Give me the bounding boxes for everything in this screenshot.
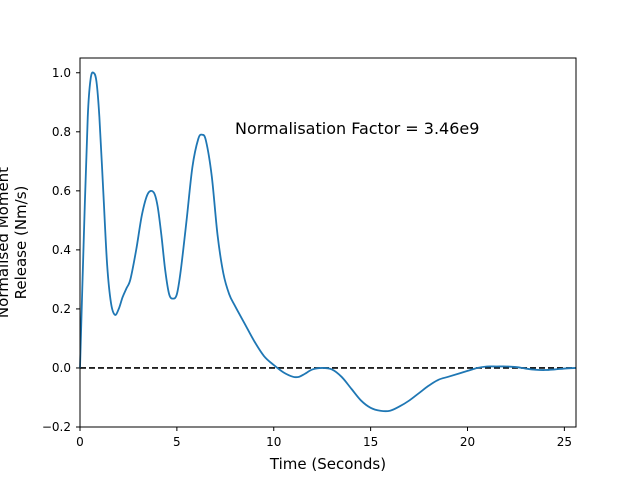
y-tick-label: 0.2 [52, 302, 71, 316]
x-axis-ticks: 0 5 10 15 20 25 [76, 427, 572, 449]
x-tick-label: 20 [460, 435, 475, 449]
x-axis-title: Time (Seconds) [269, 455, 386, 473]
y-axis-title-line-1: Normalised Moment [0, 167, 12, 318]
y-tick-label: 0.6 [52, 184, 71, 198]
x-tick-label: 25 [557, 435, 572, 449]
x-tick-label: 5 [173, 435, 181, 449]
series-line [79, 71, 577, 413]
y-tick-label: 0.0 [52, 361, 71, 375]
y-tick-label: 0.4 [52, 243, 71, 257]
y-tick-label: −0.2 [42, 420, 71, 434]
y-axis-ticks: −0.2 0.0 0.2 0.4 0.6 0.8 1.0 [42, 66, 80, 434]
y-tick-label: 0.8 [52, 125, 71, 139]
x-tick-label: 15 [363, 435, 378, 449]
normalisation-annotation: Normalisation Factor = 3.46e9 [235, 119, 479, 138]
plot-area-frame [79, 57, 577, 428]
y-tick-label: 1.0 [52, 66, 71, 80]
x-tick-label: 10 [266, 435, 281, 449]
x-tick-label: 0 [76, 435, 84, 449]
y-axis-title-line-2: Release (Nm/s) [12, 186, 30, 300]
